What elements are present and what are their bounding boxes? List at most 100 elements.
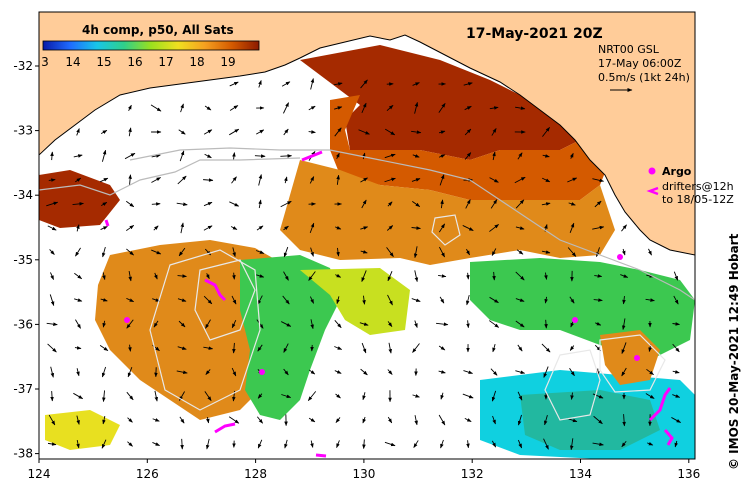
y-tick-label: -35: [13, 253, 33, 267]
current-arrow: [152, 442, 160, 446]
current-arrow: [154, 390, 159, 402]
current-arrow: [541, 177, 551, 183]
legend-argo: Argo: [662, 165, 692, 178]
current-arrow: [438, 223, 446, 233]
colorbar-label: 4h comp, p50, All Sats: [82, 23, 234, 37]
current-arrow: [49, 249, 55, 255]
current-arrow: [334, 106, 343, 110]
sst-yellow-central: [300, 268, 410, 335]
credit-text: © IMOS 20-May-2021 12:49 Hobart: [727, 233, 741, 470]
current-arrow: [569, 152, 574, 159]
drifter-tracks: [104, 150, 674, 458]
current-arrow: [203, 129, 213, 135]
current-arrow: [514, 176, 526, 184]
current-arrow: [620, 274, 629, 278]
current-arrow: [517, 152, 523, 160]
current-arrow: [594, 274, 603, 278]
current-arrow: [411, 178, 421, 182]
sst-field: [39, 45, 695, 459]
current-arrow: [412, 154, 420, 158]
current-arrow: [439, 174, 445, 186]
current-arrow: [361, 199, 367, 209]
y-tick-label: -34: [13, 188, 33, 202]
current-arrow: [76, 439, 80, 449]
current-arrow: [491, 440, 497, 448]
current-arrow: [414, 320, 418, 328]
current-arrow: [101, 149, 107, 162]
current-arrow: [335, 152, 340, 160]
current-arrow: [489, 320, 500, 328]
current-arrow: [647, 441, 654, 446]
current-arrow: [335, 417, 341, 423]
x-tick-label: 126: [136, 467, 159, 481]
current-arrow: [102, 272, 106, 280]
x-tick-label: 130: [352, 467, 375, 481]
current-arrow: [50, 366, 55, 378]
current-arrow: [621, 318, 626, 330]
current-arrow: [387, 416, 393, 424]
current-arrow: [648, 248, 652, 256]
y-tick-label: -36: [13, 317, 33, 331]
current-arrow: [492, 271, 496, 281]
current-arrow: [388, 342, 393, 354]
current-arrow: [414, 101, 419, 114]
current-arrow: [46, 201, 59, 207]
current-arrow: [75, 247, 81, 257]
current-arrow: [515, 370, 526, 374]
current-arrow: [673, 295, 679, 305]
current-arrow: [362, 392, 366, 401]
current-arrow: [438, 370, 446, 374]
current-arrow: [592, 178, 605, 183]
current-arrow: [124, 152, 136, 160]
current-arrow: [232, 342, 236, 354]
current-arrow: [151, 177, 161, 183]
sst-green-central: [240, 255, 340, 420]
current-arrow: [463, 82, 473, 86]
current-arrow: [517, 414, 522, 426]
current-arrow: [205, 369, 211, 375]
current-arrow: [75, 177, 82, 183]
current-arrow: [232, 272, 236, 280]
current-arrow: [361, 102, 367, 114]
contour-line: [431, 214, 461, 246]
contour-line: [599, 334, 666, 393]
current-arrow: [204, 248, 212, 256]
current-arrow: [231, 295, 237, 305]
y-tick-label: -33: [13, 124, 33, 138]
current-arrow: [360, 250, 368, 254]
current-arrow: [569, 222, 575, 233]
current-vectors: [46, 78, 681, 451]
current-arrow: [541, 250, 551, 254]
current-arrow: [99, 177, 109, 183]
argo-float: [572, 317, 578, 323]
current-arrow: [463, 370, 473, 374]
drifter-track: [214, 422, 236, 434]
current-arrow: [203, 346, 214, 350]
contour-line: [544, 349, 601, 421]
current-arrow: [126, 297, 135, 303]
current-arrow: [231, 367, 237, 377]
current-arrow: [439, 246, 445, 258]
contour-line: [194, 259, 256, 341]
current-arrow: [569, 345, 575, 351]
current-arrow: [336, 440, 340, 449]
current-arrow: [568, 202, 576, 206]
current-arrow: [361, 342, 367, 354]
legend: Argo drifters@12h to 18/05-12Z: [646, 165, 734, 206]
current-arrow: [593, 415, 603, 425]
current-arrow: [334, 346, 343, 350]
current-arrow: [490, 368, 498, 376]
current-arrow: [49, 294, 55, 306]
current-arrow: [154, 272, 158, 280]
current-arrow: [543, 414, 548, 426]
current-arrow: [308, 369, 316, 375]
current-arrow: [257, 393, 263, 399]
current-arrow: [672, 322, 680, 326]
current-arrow: [128, 344, 132, 352]
sst-orange-eddy: [600, 330, 660, 385]
current-arrow: [438, 130, 446, 135]
current-arrow: [674, 440, 678, 448]
current-arrow: [73, 298, 83, 302]
current-arrow: [491, 390, 497, 402]
current-arrow: [333, 82, 343, 86]
